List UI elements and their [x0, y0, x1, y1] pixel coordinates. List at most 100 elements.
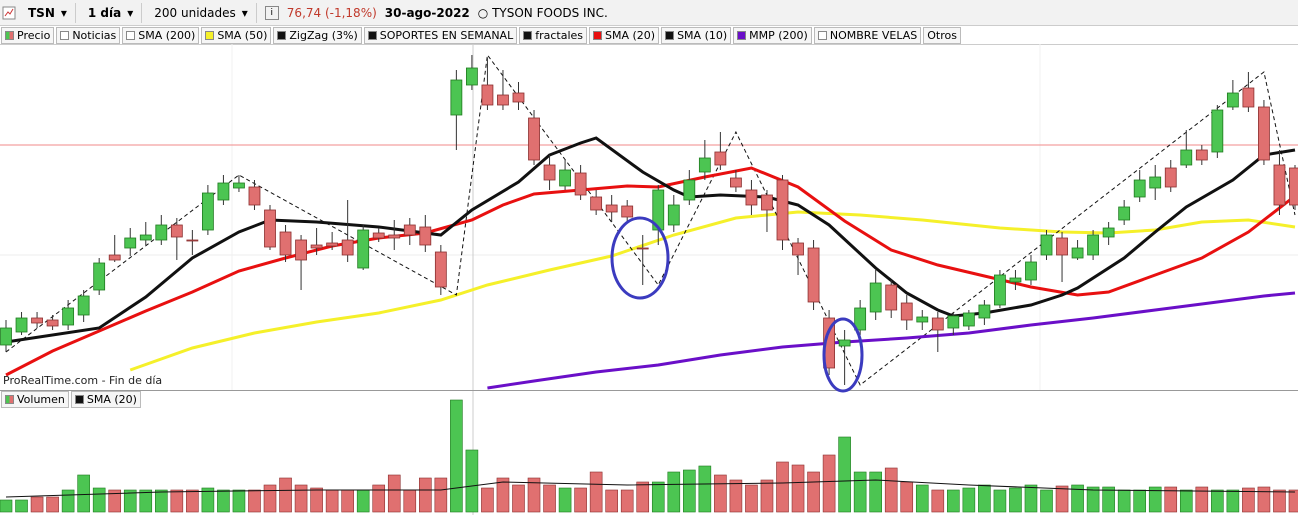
volume-bar	[651, 481, 665, 513]
volume-bar	[993, 489, 1007, 513]
volume-bar	[310, 487, 323, 513]
volume-bar	[962, 487, 976, 513]
volume-bar	[61, 489, 75, 513]
legend-chip[interactable]: Noticias	[56, 27, 121, 44]
volume-bar	[1117, 489, 1131, 513]
candle-body	[124, 237, 137, 249]
legend-chip[interactable]: SMA (10)	[661, 27, 732, 44]
volume-bar	[217, 489, 230, 513]
candle-body	[1056, 237, 1068, 256]
legend-swatch	[74, 395, 84, 404]
legend-chip[interactable]: SMA (200)	[122, 27, 200, 44]
volume-bar	[714, 474, 727, 513]
units-select[interactable]: 200 unidades ▾	[150, 2, 257, 23]
legend-label: NOMBRE VELAS	[829, 29, 918, 42]
volume-bar	[1211, 489, 1224, 513]
candle-body	[497, 94, 509, 106]
legend-chip[interactable]: SMA (20)	[589, 27, 660, 44]
candle-body	[667, 204, 680, 226]
candle-body	[186, 239, 199, 242]
legend-label: SMA (20)	[86, 393, 137, 406]
volume-bar	[745, 484, 758, 513]
info-icon[interactable]: i	[264, 5, 279, 20]
volume-bar	[1179, 489, 1193, 513]
candle-body	[0, 327, 12, 346]
candle-body	[1118, 206, 1131, 221]
legend-chip[interactable]: SOPORTES EN SEMANAL	[363, 27, 518, 44]
candle-body	[947, 315, 960, 329]
volume-bar	[294, 484, 308, 513]
legend-label: Noticias	[72, 29, 117, 42]
volume-bar	[232, 489, 246, 513]
indicator-line	[129, 210, 1296, 372]
indicator-line	[5, 53, 1296, 386]
volume-bar	[92, 487, 106, 513]
volume-bar	[1086, 486, 1100, 513]
candle-body	[512, 92, 525, 103]
volume-bar	[123, 489, 137, 513]
volume-bar	[1133, 489, 1146, 513]
volume-bar	[574, 487, 587, 513]
legend-chip[interactable]: SMA (50)	[201, 27, 272, 44]
candle-body	[745, 189, 758, 206]
volume-bar	[636, 481, 650, 513]
volume-bar	[1040, 489, 1053, 513]
legend-chip[interactable]: NOMBRE VELAS	[813, 27, 922, 44]
candle-body	[994, 274, 1006, 306]
legend-swatch	[665, 31, 675, 40]
symbol-select[interactable]: TSN ▾	[24, 2, 76, 23]
indicator-line	[487, 291, 1296, 390]
candle-body	[900, 302, 913, 321]
volume-bar	[527, 477, 541, 513]
legend-chip[interactable]: Precio	[1, 27, 55, 44]
volume-bar	[900, 481, 914, 513]
legend-label: SMA (10)	[677, 29, 728, 42]
legend-chip[interactable]: fractales	[519, 27, 587, 44]
candle-body	[1195, 149, 1208, 161]
legend-swatch	[126, 31, 136, 40]
volume-bar	[155, 489, 168, 513]
legend-label: SOPORTES EN SEMANAL	[379, 29, 514, 42]
candle-body	[636, 247, 649, 250]
legend-chip[interactable]: ZigZag (3%)	[273, 27, 362, 44]
instrument-name: TYSON FOODS INC.	[492, 5, 608, 20]
volume-bar	[915, 484, 929, 513]
volume-bar	[434, 477, 448, 513]
legend-chip[interactable]: MMP (200)	[733, 27, 812, 44]
legend-chip[interactable]: SMA (20)	[70, 391, 141, 408]
legend-label: SMA (20)	[605, 29, 656, 42]
candle-body	[481, 84, 494, 106]
candle-body	[761, 194, 773, 211]
volume-bar	[1009, 487, 1022, 513]
legend-chip[interactable]: Volumen	[1, 391, 69, 408]
volume-bar	[372, 484, 386, 513]
volume-bar	[683, 469, 696, 513]
candle-body	[543, 164, 556, 181]
candle-body	[465, 67, 478, 86]
volume-bar	[791, 464, 805, 513]
legend-label: Volumen	[17, 393, 65, 406]
volume-bar	[589, 471, 603, 513]
volume-bar	[884, 467, 898, 513]
candle-body	[885, 284, 898, 311]
candle-body	[869, 282, 882, 313]
period: 1 día	[87, 5, 122, 20]
candle-body	[46, 319, 59, 327]
volume-bar	[356, 489, 370, 513]
legend-chip[interactable]: Otros	[923, 27, 961, 44]
volume-bar	[698, 465, 712, 513]
candle-body	[621, 205, 634, 218]
candle-body	[838, 339, 851, 347]
candle-body	[264, 209, 276, 248]
price: 76,74 (-1,18%)	[286, 5, 377, 20]
candle-body	[714, 151, 727, 166]
candle-body	[295, 239, 307, 261]
candle-body	[248, 186, 261, 206]
volume-bar	[186, 489, 199, 513]
legend-label: Otros	[927, 29, 957, 42]
period-select[interactable]: 1 día ▾	[84, 2, 143, 23]
candle-body	[93, 262, 106, 291]
date: 30-ago-2022	[384, 5, 470, 20]
